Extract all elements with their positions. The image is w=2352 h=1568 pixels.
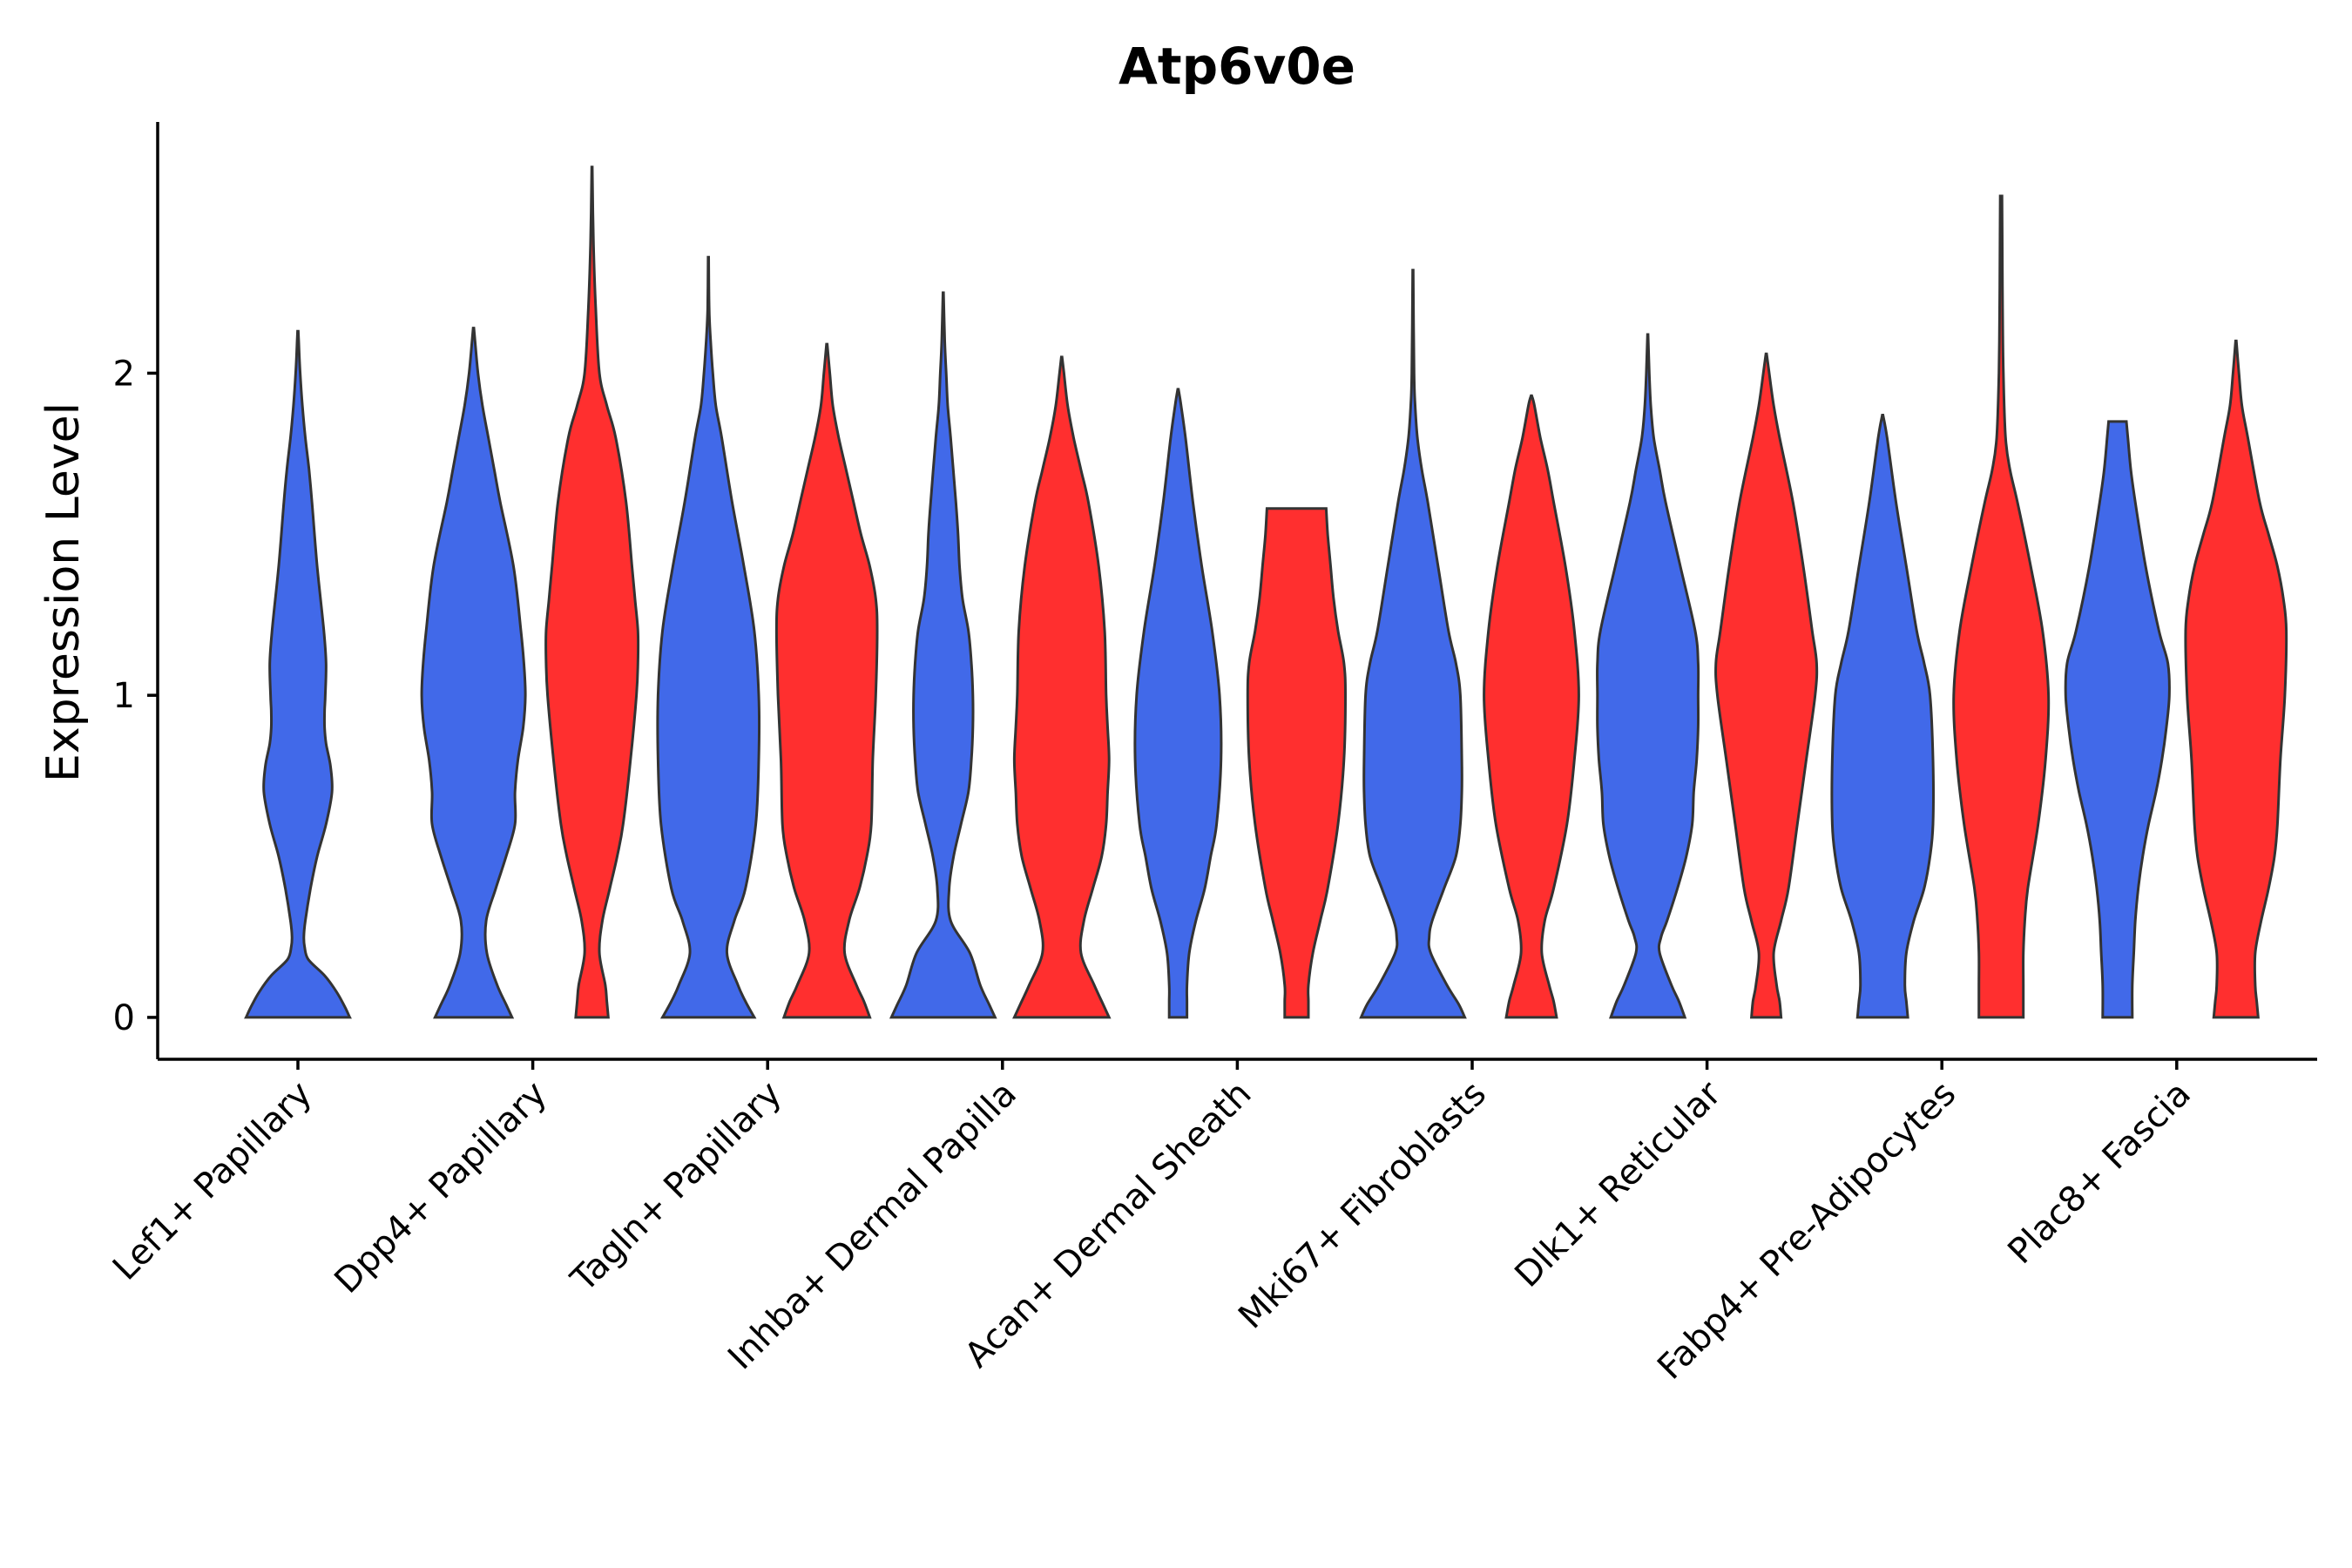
- violin-blue-inhba-dermal-papilla: [889, 291, 997, 1019]
- x-tick-label: Dpp4+ Papillary: [327, 1074, 554, 1301]
- violin-blue-dlk1-reticular: [1596, 333, 1700, 1019]
- violin-red-inhba-dermal-papilla: [1012, 355, 1112, 1019]
- y-tick-label: 1: [113, 676, 135, 716]
- violin-red-plac8-fascia: [2184, 339, 2288, 1019]
- violin-blue-tagln-papillary: [656, 255, 761, 1019]
- violin-blue-plac8-fascia: [2064, 420, 2171, 1019]
- violin-red-fabp4-pre-adipocytes: [1952, 194, 2051, 1019]
- violin-red-acan-dermal-sheath: [1246, 507, 1348, 1019]
- x-tick-label: Mki67+ Fibroblasts: [1231, 1074, 1494, 1337]
- y-axis: 0 1 2: [113, 122, 159, 1059]
- violin-blue-lef1-papillary: [244, 329, 352, 1019]
- x-tick-label: Lef1+ Papillary: [105, 1074, 320, 1288]
- violin-red-mki67-fibroblasts: [1483, 394, 1580, 1019]
- violin-layer: [244, 166, 2288, 1019]
- y-tick-label: 2: [113, 354, 135, 394]
- x-tick-label: Tagln+ Papillary: [563, 1074, 789, 1301]
- violin-blue-fabp4-pre-adipocytes: [1830, 414, 1935, 1019]
- violin-red-dlk1-reticular: [1714, 352, 1819, 1019]
- x-tick-label: Dlk1+ Reticular: [1507, 1073, 1729, 1295]
- x-tick-label: Plac8+ Fascia: [2000, 1074, 2199, 1273]
- y-tick-label: 0: [113, 998, 135, 1038]
- y-axis-title: Expression Level: [37, 402, 90, 782]
- violin-blue-acan-dermal-sheath: [1133, 388, 1223, 1019]
- x-axis: Lef1+ Papillary Dpp4+ Papillary Tagln+ Pap…: [105, 1058, 2317, 1388]
- violin-red-tagln-papillary: [774, 342, 879, 1019]
- violin-blue-mki67-fibroblasts: [1359, 268, 1467, 1019]
- chart-title: Atp6v0e: [1119, 37, 1355, 96]
- violin-red-dpp4-papillary: [544, 166, 640, 1019]
- violin-blue-dpp4-papillary: [420, 327, 527, 1019]
